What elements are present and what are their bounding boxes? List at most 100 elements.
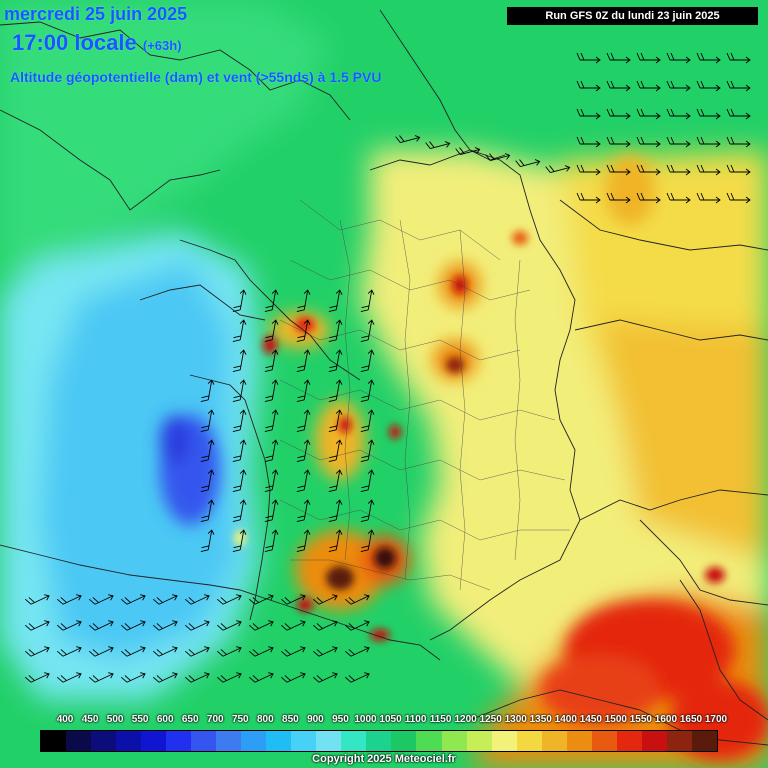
legend-swatch: [41, 731, 67, 751]
legend-swatch: [566, 731, 592, 751]
legend-tick-label: 1450: [579, 714, 602, 725]
wind-barb: [200, 529, 215, 553]
wind-barb: [360, 319, 375, 343]
wind-barb: [328, 289, 343, 313]
legend-tick-label: 750: [231, 714, 249, 725]
wind-barb: [312, 646, 338, 657]
wind-barb: [264, 289, 279, 313]
wind-barb: [56, 620, 82, 631]
legend-tick-label: 950: [332, 714, 349, 725]
legend-tick-label: 450: [81, 714, 99, 725]
legend-swatch: [66, 731, 92, 751]
legend-tick-label: 900: [307, 714, 324, 725]
legend-labels: 400 450 500 550 600 650 700 750 800 850 900 950 1000…: [40, 714, 727, 728]
wind-barb: [328, 349, 343, 373]
wind-barb: [296, 319, 311, 343]
wind-barb: [120, 620, 146, 631]
wind-barb: [545, 165, 571, 174]
wind-barb: [606, 80, 631, 92]
legend-swatch: [416, 731, 442, 751]
local-time: 17:00 locale: [12, 30, 137, 55]
wind-barb: [312, 620, 338, 631]
wind-barb: [360, 529, 375, 553]
wind-barb: [88, 594, 114, 605]
wind-barb: [606, 108, 631, 120]
wind-barb: [636, 136, 661, 148]
wind-barb: [360, 379, 375, 403]
wind-barb: [280, 672, 306, 683]
legend-tick-label: 500: [106, 714, 124, 725]
wind-barb: [232, 469, 247, 493]
legend-tick-label: 550: [131, 714, 149, 725]
legend-swatch: [391, 731, 417, 751]
wind-barb: [328, 469, 343, 493]
date-title: mercredi 25 juin 2025: [4, 4, 188, 24]
wind-barb: [328, 409, 343, 433]
wind-barb: [216, 672, 242, 683]
wind-barb: [328, 439, 343, 463]
color-legend-bar: [40, 730, 718, 752]
wind-barb: [120, 594, 146, 605]
legend-tick-label: 1700: [704, 714, 728, 725]
wind-barb: [120, 672, 146, 683]
wind-barb: [726, 52, 751, 64]
wind-barb: [666, 164, 691, 176]
wind-barb: [636, 80, 661, 92]
wind-barb: [152, 672, 178, 683]
wind-barb: [576, 164, 601, 176]
wind-barb: [395, 135, 421, 144]
legend-swatch: [491, 731, 517, 751]
legend-swatch: [666, 731, 692, 751]
legend-swatch: [591, 731, 617, 751]
wind-barb: [152, 620, 178, 631]
wind-barb: [232, 499, 247, 523]
wind-barb: [606, 164, 631, 176]
legend-swatch: [366, 731, 392, 751]
wind-barb: [606, 136, 631, 148]
wind-barb: [666, 192, 691, 204]
wind-barb: [360, 409, 375, 433]
wind-barb: [636, 52, 661, 64]
legend-tick-label: 1550: [629, 714, 652, 725]
wind-barb: [232, 349, 247, 373]
wind-barb: [280, 620, 306, 631]
wind-barb: [24, 672, 50, 683]
run-label: Run GFS 0Z du lundi 23 juin 2025: [507, 7, 758, 25]
wind-barb: [666, 108, 691, 120]
legend-swatch: [191, 731, 217, 751]
wind-barb: [88, 672, 114, 683]
legend-tick-label: 1600: [654, 714, 678, 725]
wind-barbs: [24, 52, 751, 683]
wind-barb: [296, 349, 311, 373]
wind-barb: [56, 672, 82, 683]
legend-tick-label: 1400: [554, 714, 577, 725]
parameter-title: Altitude géopotentielle (dam) et vent (>…: [10, 69, 382, 85]
wind-barb: [696, 136, 721, 148]
wind-barb: [360, 289, 375, 313]
wind-barb: [280, 646, 306, 657]
legend-tick-label: 400: [56, 714, 74, 725]
wind-barb: [200, 379, 215, 403]
wind-barb: [248, 672, 274, 683]
wind-barb: [576, 136, 601, 148]
legend-tick-label: 1500: [604, 714, 627, 725]
wind-barb: [232, 319, 247, 343]
legend-swatch: [466, 731, 492, 751]
legend-swatch: [691, 731, 717, 751]
legend-swatch: [341, 731, 367, 751]
legend-swatch: [116, 731, 142, 751]
wind-barb: [232, 379, 247, 403]
wind-barb: [296, 529, 311, 553]
wind-barb: [296, 379, 311, 403]
wind-barb: [726, 80, 751, 92]
wind-barb: [666, 52, 691, 64]
legend-tick-label: 850: [282, 714, 299, 725]
wind-barb: [606, 192, 631, 204]
legend-swatch: [216, 731, 242, 751]
copyright: Copyright 2025 Meteociel.fr: [312, 753, 456, 765]
lead-time: (+63h): [142, 38, 182, 53]
wind-barb: [152, 594, 178, 605]
wind-barb: [120, 646, 146, 657]
wind-barb: [296, 409, 311, 433]
